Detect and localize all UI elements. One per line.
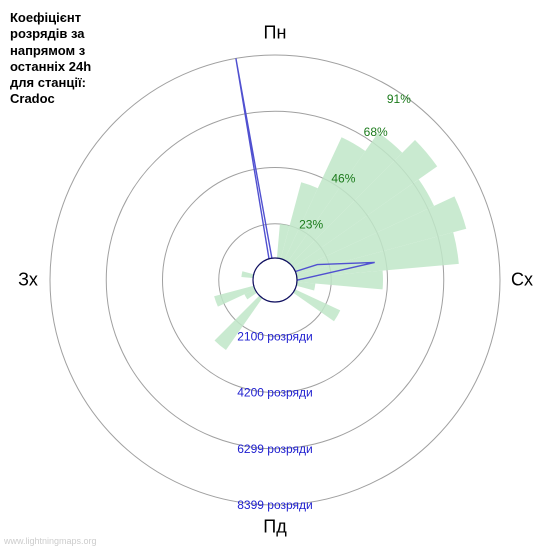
svg-text:4200 розряди: 4200 розряди <box>237 386 313 400</box>
svg-text:46%: 46% <box>331 171 355 185</box>
label-north: Пн <box>264 23 287 44</box>
label-west: Зх <box>18 270 38 291</box>
svg-text:68%: 68% <box>364 125 388 139</box>
svg-text:23%: 23% <box>299 217 323 231</box>
label-east: Сх <box>511 270 533 291</box>
svg-text:8399 розряди: 8399 розряди <box>237 498 313 512</box>
polar-chart: 2100 розряди 4200 розряди 6299 розряди 8399… <box>0 0 550 550</box>
footer-credit: www.lightningmaps.org <box>4 536 97 546</box>
svg-text:91%: 91% <box>387 92 411 106</box>
svg-text:2100 розряди: 2100 розряди <box>237 329 313 343</box>
label-south: Пд <box>263 517 286 538</box>
svg-text:6299 розряди: 6299 розряди <box>237 442 313 456</box>
